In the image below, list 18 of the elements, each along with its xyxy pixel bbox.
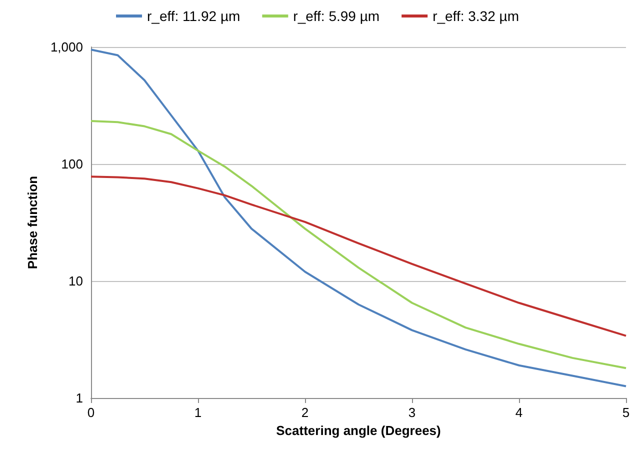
- legend-label: r_eff: 3.32 µm: [432, 8, 519, 24]
- x-tick-label: 1: [194, 405, 202, 420]
- legend-label: r_eff: 5.99 µm: [293, 8, 380, 24]
- x-tick-label: 4: [515, 405, 523, 420]
- x-tick-label: 0: [87, 405, 95, 420]
- line-series: [90, 48, 627, 388]
- y-axis-title: Phase function: [25, 176, 40, 270]
- y-tick-label: 100: [61, 156, 83, 172]
- x-axis-title: Scattering angle (Degrees): [276, 423, 441, 438]
- y-tick-label: 10: [68, 274, 83, 288]
- y-tick-label: 1: [76, 390, 83, 406]
- line-series: [90, 176, 627, 337]
- line-series: [90, 120, 627, 370]
- x-tick-label: 2: [301, 405, 309, 420]
- x-tick-label: 3: [408, 405, 416, 420]
- x-tick-label: 5: [622, 405, 630, 420]
- legend-label: r_eff: 11.92 µm: [147, 8, 240, 24]
- y-tick-label: 1,000: [50, 40, 83, 54]
